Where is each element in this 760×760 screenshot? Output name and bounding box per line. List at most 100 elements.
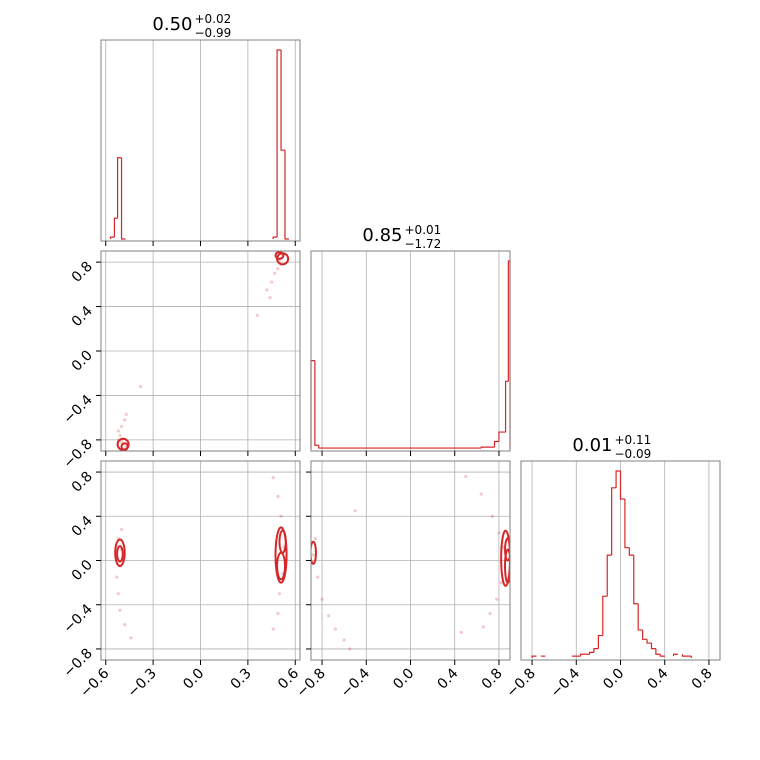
histogram-bin <box>593 648 599 653</box>
scatter-point <box>479 492 483 496</box>
scatter-point <box>499 581 503 585</box>
contour-level <box>276 551 286 581</box>
scatter-point <box>333 627 337 631</box>
x-tick-label: 0.4 <box>434 665 461 692</box>
scatter-group <box>116 251 290 451</box>
scatter-point <box>459 630 463 634</box>
histogram-bin <box>493 440 499 448</box>
scatter-point <box>271 475 275 480</box>
scatter-point <box>124 412 128 416</box>
scatter-point <box>488 611 492 616</box>
histogram-bin <box>588 651 594 655</box>
scatter-point <box>273 271 277 275</box>
x-tick-label: 0.4 <box>644 665 671 692</box>
y-tick-label: 0.8 <box>69 469 96 496</box>
histogram-bin <box>655 648 661 655</box>
histogram-bin <box>606 554 612 597</box>
histogram-bin <box>531 655 537 658</box>
scatter-point <box>276 267 280 271</box>
histogram-bin <box>276 49 282 238</box>
scatter-point <box>115 575 119 579</box>
scatter-point <box>116 592 120 596</box>
scatter-point <box>497 531 501 535</box>
x-tick-label: 0.8 <box>689 666 716 693</box>
data-layer <box>109 49 692 658</box>
scatter-point <box>116 429 120 433</box>
grid-layer <box>101 40 710 660</box>
scatter-point <box>118 433 122 438</box>
scatter-point <box>268 296 272 300</box>
histogram-bin <box>619 471 625 500</box>
histogram-bin <box>611 487 617 556</box>
title-layer: 0.50 +0.02−0.99 0.85 +0.01−1.72 0.01 +0.11−0.… <box>152 12 651 461</box>
x-tick-label: −0.3 <box>125 666 160 701</box>
scatter-point <box>269 280 274 284</box>
scatter-point <box>342 638 346 642</box>
x-tick-label: −0.8 <box>504 666 539 701</box>
x-tick-label: 0.8 <box>479 666 506 693</box>
scatter-point <box>119 424 124 429</box>
histogram-bin <box>637 603 643 631</box>
scatter-group <box>311 474 510 651</box>
contour-level <box>274 251 285 260</box>
y-tick-label: 0.4 <box>69 303 96 330</box>
histogram-bin <box>580 653 590 657</box>
panel-title-upper-error: +0.01 <box>405 223 442 237</box>
histogram-bin <box>633 555 639 605</box>
scatter-point <box>271 627 275 631</box>
histogram-bin <box>659 654 665 657</box>
histogram-bin <box>120 157 126 240</box>
panel-title-lower-error: −1.72 <box>405 237 442 251</box>
histogram-bin <box>672 653 678 657</box>
scatter-point <box>279 514 283 518</box>
panel-title-value: 0.01 <box>572 435 612 456</box>
x-tick-label: −0.6 <box>77 665 112 700</box>
contour-level <box>114 538 126 568</box>
histogram-bin <box>681 654 692 657</box>
scatter-point <box>313 536 318 540</box>
x-tick-label: 0.0 <box>180 666 207 693</box>
scatter-point <box>119 440 124 444</box>
panel-title-value: 0.50 <box>152 14 192 35</box>
histogram-bin <box>624 499 630 549</box>
histogram-bin <box>615 470 621 488</box>
contour-level <box>278 529 287 554</box>
histogram-bin <box>109 236 115 239</box>
scatter-group <box>114 475 288 640</box>
y-tick-label: −0.4 <box>60 392 95 427</box>
scatter-point <box>348 647 352 651</box>
scatter-point <box>481 625 486 629</box>
histogram-bin <box>628 547 634 556</box>
scatter-point <box>119 527 124 532</box>
histogram-bin <box>318 445 482 449</box>
scatter-point <box>123 623 127 627</box>
scatter-point <box>129 636 133 640</box>
histogram-bin <box>113 217 118 238</box>
scatter-point <box>277 592 282 596</box>
panel-title-upper-error: +0.11 <box>615 433 652 447</box>
scatter-point <box>353 509 357 513</box>
scatter-point <box>495 597 499 601</box>
scatter-point <box>276 494 280 498</box>
scatter-point <box>138 384 143 389</box>
scatter-point <box>276 611 280 616</box>
y-tick-label: −0.4 <box>60 601 95 636</box>
histogram-bin <box>498 431 506 442</box>
x-tick-label: 0.0 <box>600 666 627 693</box>
scatter-point <box>311 553 315 557</box>
scatter-point <box>320 597 324 601</box>
y-tick-label: 0.8 <box>69 259 96 286</box>
y-tick-label: 0.4 <box>69 513 96 540</box>
x-tick-label: −0.8 <box>294 666 329 701</box>
scatter-point <box>265 288 269 292</box>
contour-level <box>311 540 317 565</box>
panel-title-lower-error: −0.99 <box>195 26 232 40</box>
panel-title-upper-error: +0.02 <box>195 12 232 26</box>
panel-title-value: 0.85 <box>362 225 402 246</box>
x-tick-label: 0.3 <box>228 666 255 693</box>
histogram-bin <box>504 380 509 433</box>
x-tick-label: −0.4 <box>548 665 583 700</box>
contour-level <box>120 442 129 451</box>
x-tick-label: −0.4 <box>338 665 373 700</box>
